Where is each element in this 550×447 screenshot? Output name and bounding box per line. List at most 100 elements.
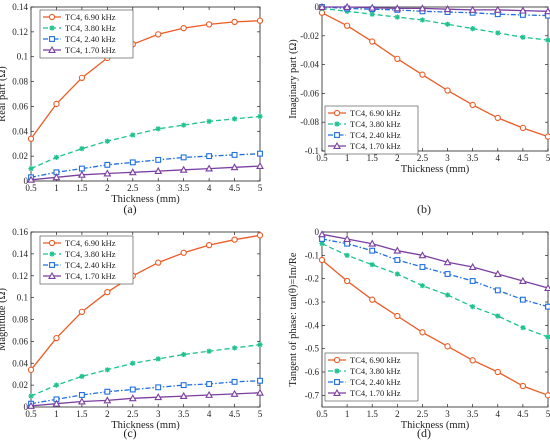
data-point: [230, 389, 239, 397]
data-point: [52, 173, 61, 181]
y-tick-label: 0.06: [12, 101, 28, 111]
x-tick-label: 0.5: [316, 409, 328, 419]
y-tick-label: -0.02: [300, 31, 319, 41]
panel-letter: (c): [123, 426, 136, 440]
data-point: [343, 22, 351, 29]
data-point: [205, 164, 214, 172]
data-point: [77, 170, 86, 178]
x-tick-label: 3.5: [467, 409, 479, 419]
data-point: [419, 17, 426, 23]
legend-label: TC4, 6.90 kHz: [350, 108, 401, 118]
y-tick-label: 0: [24, 176, 29, 186]
data-point: [181, 122, 187, 128]
x-tick-label: 4.5: [517, 409, 529, 419]
x-tick-label: 0.5: [25, 183, 37, 193]
x-tick-label: 1.5: [76, 409, 88, 419]
x-tick-label: 0.5: [25, 409, 37, 419]
data-point: [393, 246, 402, 254]
data-point: [130, 132, 136, 138]
y-tick-label: 0: [24, 402, 29, 412]
series-2: [28, 342, 263, 399]
data-point: [318, 256, 326, 264]
legend-label: TC4, 1.70 kHz: [65, 45, 116, 55]
series-1: [318, 9, 550, 140]
series-2: [319, 5, 550, 43]
data-point: [443, 258, 452, 266]
data-point: [444, 343, 451, 350]
data-point: [206, 118, 212, 124]
data-point: [103, 396, 112, 404]
legend-label: TC4, 3.80 kHz: [350, 119, 401, 129]
x-tick-label: 3: [156, 183, 161, 193]
x-tick-label: 1: [345, 153, 350, 163]
data-point: [53, 334, 60, 342]
legend-marker: [333, 141, 341, 149]
data-point: [230, 163, 239, 171]
data-point: [319, 236, 325, 242]
data-point: [103, 169, 112, 177]
y-tick-label: -0.4: [305, 320, 320, 330]
legend-marker: [334, 368, 340, 374]
data-point: [180, 382, 187, 389]
data-point: [493, 5, 502, 13]
legend-marker: [49, 25, 55, 31]
legend-marker: [49, 251, 55, 257]
x-axis-label: Thickness (mm): [111, 420, 180, 431]
data-point: [444, 21, 451, 27]
y-tick-label: 0.16: [12, 227, 28, 237]
series-line: [30, 380, 261, 405]
chart-panel-2: 0.5 1 1.5 2 2.5 3 3.5 4 4.5 5 0 -0.02 -0.04 -0.06 -0.0…: [288, 2, 550, 175]
x-tick-label: 1: [54, 409, 59, 419]
data-point: [519, 296, 526, 303]
data-point: [27, 175, 35, 183]
data-point: [470, 26, 476, 32]
y-tick-label: -0.7: [305, 390, 320, 400]
legend-label: TC4, 2.40 kHz: [350, 130, 401, 140]
data-point: [256, 388, 264, 396]
data-point: [257, 342, 263, 348]
y-tick-label: 0.14: [12, 2, 28, 12]
data-point: [77, 397, 86, 405]
data-point: [206, 381, 213, 387]
data-point: [545, 303, 550, 310]
legend-label: TC4, 2.40 kHz: [65, 260, 116, 270]
series-line: [321, 6, 549, 17]
x-tick-label: 3: [445, 409, 450, 419]
series-line: [321, 7, 549, 41]
x-axis-label: Thickness (mm): [401, 420, 470, 431]
x-tick-label: 1: [54, 183, 59, 193]
data-point: [318, 2, 326, 10]
x-tick-label: 4.5: [229, 409, 241, 419]
data-point: [494, 114, 501, 122]
legend-marker: [49, 262, 55, 268]
legend-label: TC4, 2.40 kHz: [350, 377, 401, 387]
data-point: [28, 165, 34, 172]
data-point: [418, 251, 427, 259]
data-point: [155, 259, 162, 266]
y-axis-label: Tangent of phase: tan(θ)=Im/Re: [288, 252, 299, 386]
data-point: [469, 101, 476, 109]
series-4: [318, 2, 550, 15]
y-tick-label: 0.02: [12, 151, 28, 161]
legend-label: TC4, 3.80 kHz: [65, 23, 116, 33]
data-point: [319, 241, 325, 247]
chart-panel-3: 0.5 1 1.5 2 2.5 3 3.5 4 4.5 5 0 0.02 0.04 0.06 0.08 0.1…: [0, 227, 264, 431]
data-point: [129, 386, 136, 393]
legend-marker: [48, 271, 56, 279]
data-point: [104, 161, 111, 168]
series-1: [318, 256, 550, 399]
data-point: [256, 17, 264, 24]
x-tick-label: 2.5: [127, 183, 139, 193]
data-point: [180, 249, 187, 256]
y-tick-label: -0.06: [300, 88, 319, 98]
data-point: [344, 240, 351, 247]
data-point: [369, 38, 376, 45]
x-tick-label: 4.5: [517, 153, 529, 163]
series-line: [321, 238, 549, 308]
y-tick-label: 0.04: [12, 126, 28, 136]
data-point: [154, 166, 163, 175]
x-tick-label: 1.5: [76, 183, 88, 193]
data-point: [544, 392, 550, 399]
data-point: [155, 384, 162, 391]
